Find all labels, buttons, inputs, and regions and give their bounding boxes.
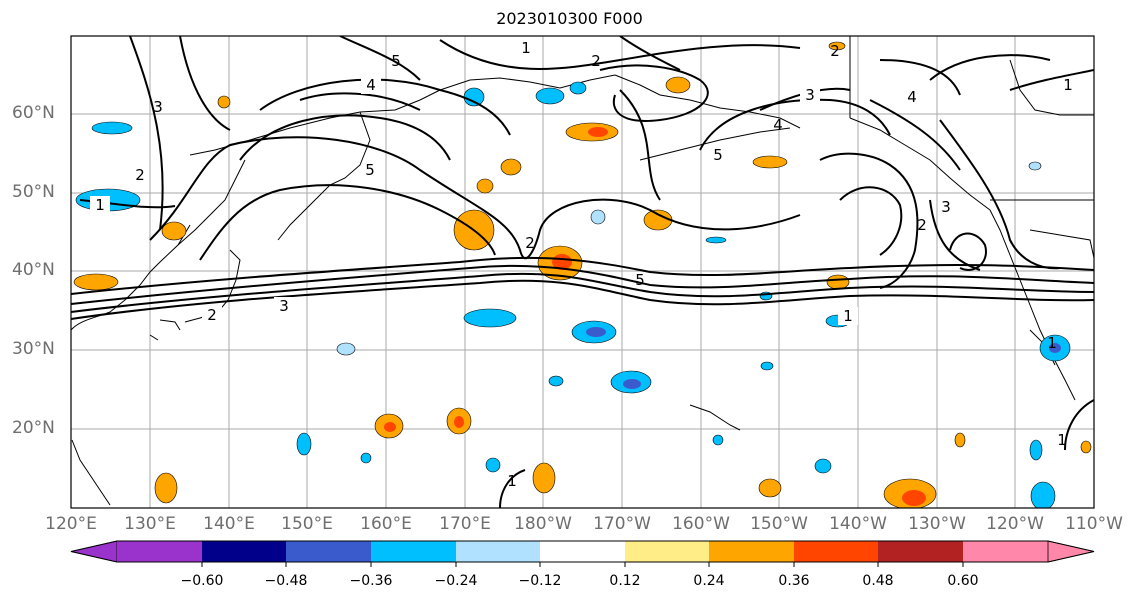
latitude-label: 40°N xyxy=(12,260,55,280)
longitude-label: 170°W xyxy=(593,514,651,534)
colorbar-segment xyxy=(286,541,371,562)
contour-label: 1 xyxy=(507,472,517,490)
contour-label: 1 xyxy=(1047,334,1057,352)
contour-label: 1 xyxy=(1057,431,1067,449)
longitude-label: 180°W xyxy=(514,514,572,534)
colorbar-segment xyxy=(963,541,1048,562)
colorbar-segment xyxy=(709,541,794,562)
contour-label: 3 xyxy=(941,198,951,216)
colorbar-extend-high xyxy=(1047,540,1095,563)
contour-labels: 4 3 2 1 3 2 1 2 2 3 4 4 1 3 2 2 5 5 5 5 … xyxy=(90,39,1073,490)
latitude-label: 30°N xyxy=(12,339,55,359)
contour-label: 3 xyxy=(153,98,163,116)
colorbar-tick-label: −0.36 xyxy=(349,573,393,589)
colorbar-segment xyxy=(794,541,878,562)
contour-label: 1 xyxy=(1063,76,1073,94)
colorbar-tick-label: 0.48 xyxy=(862,573,894,589)
contour-label: 2 xyxy=(830,42,840,60)
longitude-label: 150°W xyxy=(750,514,808,534)
colorbar-tick-label: 0.12 xyxy=(609,573,641,589)
longitude-label: 120°E xyxy=(45,514,97,534)
longitude-label: 160°W xyxy=(672,514,730,534)
contour-label: 2 xyxy=(917,216,927,234)
colorbar-tick-label: −0.48 xyxy=(264,573,308,589)
contour-label: 4 xyxy=(366,76,376,94)
colorbar-segment xyxy=(456,541,540,562)
colorbar-segment xyxy=(117,541,202,562)
contour-label: 2 xyxy=(135,166,145,184)
colorbar-extend-low xyxy=(70,540,118,563)
colorbar-segment xyxy=(202,541,286,562)
contour-label: 1 xyxy=(521,39,531,57)
contour-label: 3 xyxy=(279,297,289,315)
shaded-anomalies xyxy=(73,41,1092,508)
longitude-label: 130°W xyxy=(908,514,966,534)
map-title: 2023010300 F000 xyxy=(496,9,643,28)
contour-label: 1 xyxy=(843,307,853,325)
colorbar-tick-label: 0.60 xyxy=(947,573,979,589)
latitude-label: 60°N xyxy=(12,103,55,123)
map-border xyxy=(70,35,1095,509)
colorbar-tick-label: 0.36 xyxy=(778,573,810,589)
longitude-label: 160°E xyxy=(360,514,412,534)
contour-label: 5 xyxy=(365,161,375,179)
contour-label: 1 xyxy=(95,196,105,214)
colorbar-segment xyxy=(878,541,963,562)
colorbar-segment xyxy=(625,541,709,562)
contour-label: 5 xyxy=(391,52,401,70)
colorbar-tick-label: −0.60 xyxy=(180,573,224,589)
colorbar-tick-label: −0.12 xyxy=(518,573,562,589)
longitude-label: 140°E xyxy=(203,514,255,534)
contour-label: 2 xyxy=(525,234,535,252)
contour-label: 2 xyxy=(591,52,601,70)
latitude-label: 20°N xyxy=(12,418,55,438)
longitude-label: 140°W xyxy=(829,514,887,534)
contour-label: 3 xyxy=(805,86,815,104)
longitude-label: 130°E xyxy=(124,514,176,534)
colorbar-tick-label: 0.24 xyxy=(693,573,725,589)
longitude-label: 120°W xyxy=(986,514,1044,534)
longitude-label: 110°W xyxy=(1065,514,1123,534)
longitude-label: 170°E xyxy=(439,514,491,534)
colorbar-outline xyxy=(70,540,1095,563)
colorbar-segment xyxy=(371,541,456,562)
latitude-label: 50°N xyxy=(12,182,55,202)
contour-label: 4 xyxy=(773,116,783,134)
longitude-label: 150°E xyxy=(281,514,333,534)
contour-label: 5 xyxy=(713,146,723,164)
colorbar-tick-label: −0.24 xyxy=(434,573,478,589)
contour-label: 2 xyxy=(207,306,217,324)
colorbar xyxy=(70,540,1095,567)
contour-label: 5 xyxy=(635,271,645,289)
coastlines xyxy=(71,36,1094,506)
colorbar-segment xyxy=(540,541,625,562)
contour-label: 4 xyxy=(907,88,917,106)
